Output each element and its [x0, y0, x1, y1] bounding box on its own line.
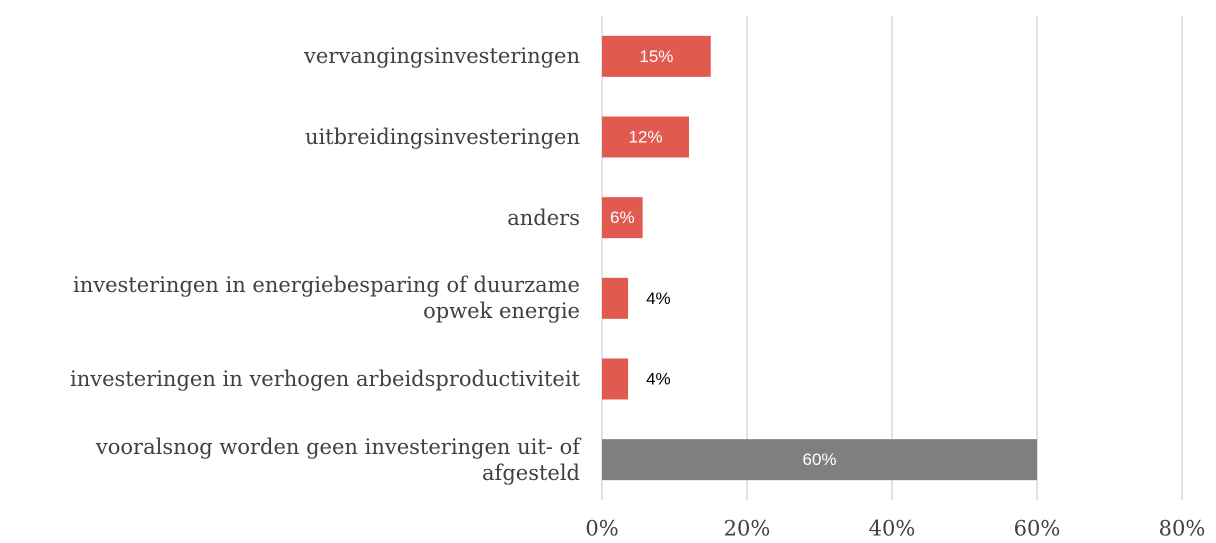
- x-tick-label: 60%: [1014, 517, 1061, 541]
- bar: [602, 35, 711, 77]
- category-label: investeringen in energiebesparing of duu…: [72, 273, 580, 324]
- data-label: 15%: [639, 47, 673, 66]
- data-label: 12%: [628, 127, 662, 146]
- category-label: uitbreidingsinvesteringen: [304, 125, 580, 149]
- data-label: 4%: [646, 289, 671, 308]
- category-label: investeringen in verhogen arbeidsproduct…: [70, 367, 580, 391]
- bar: [602, 116, 689, 158]
- data-label: 60%: [802, 450, 836, 469]
- bar: [602, 358, 629, 400]
- bar: [602, 197, 643, 239]
- category-label: vooralsnog worden geen investeringen uit…: [95, 434, 580, 485]
- data-label: 4%: [646, 369, 671, 388]
- data-label: 6%: [610, 208, 635, 227]
- x-tick-label: 80%: [1159, 517, 1206, 541]
- bar: [602, 277, 629, 319]
- category-label: vervangingsinvesteringen: [304, 44, 580, 69]
- category-label: anders: [507, 205, 580, 230]
- x-tick-label: 40%: [869, 517, 916, 541]
- x-tick-label: 20%: [724, 517, 771, 541]
- x-tick-label: 0%: [585, 517, 618, 541]
- bar: [602, 439, 1037, 481]
